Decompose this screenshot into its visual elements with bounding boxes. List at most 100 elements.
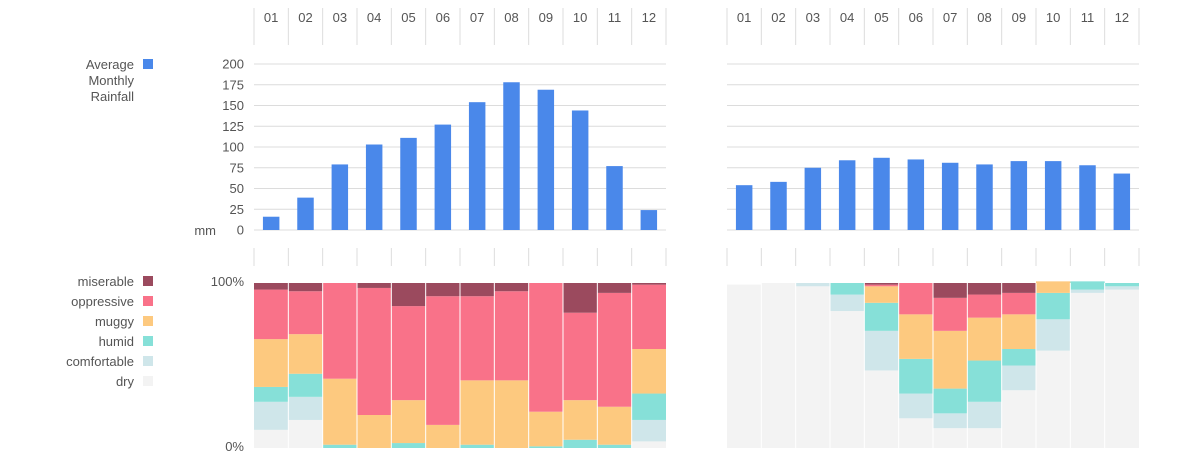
left-comfort-miserable-segment bbox=[254, 283, 289, 290]
right-comfort-comfortable-segment bbox=[933, 413, 968, 429]
left-comfort-miserable-segment bbox=[494, 283, 529, 292]
left-rain-bar bbox=[400, 137, 417, 230]
right-comfort-muggy-segment bbox=[933, 330, 968, 389]
comfort-legend-swatch-comfortable bbox=[143, 356, 153, 366]
right-comfort-comfortable-segment bbox=[795, 283, 830, 287]
right-comfort-oppressive-segment bbox=[1001, 292, 1036, 315]
left-comfort-miserable-segment bbox=[631, 283, 666, 285]
left-rain-bar bbox=[606, 166, 623, 230]
right-comfort-muggy-segment bbox=[1001, 314, 1036, 349]
comfort-legend-label: humid bbox=[99, 334, 134, 349]
right-rain-bar bbox=[1113, 173, 1131, 230]
right-comfort-comfortable-segment bbox=[1070, 289, 1105, 293]
left-comfort-oppressive-segment bbox=[391, 306, 426, 401]
left-comfort-comfortable-segment bbox=[288, 396, 323, 420]
comfort-legend-swatch-dry bbox=[143, 376, 153, 386]
comfort-legend-label: miserable bbox=[78, 274, 134, 289]
right-comfort-muggy-segment bbox=[967, 317, 1002, 361]
right-comfort-oppressive-segment bbox=[898, 283, 933, 315]
right-comfort-miserable-segment bbox=[967, 283, 1002, 295]
comfort-legend-swatch-miserable bbox=[143, 276, 153, 286]
rain-ytick-label: 150 bbox=[222, 98, 244, 113]
left-comfort-humid-segment bbox=[322, 444, 357, 448]
right-month-label: 05 bbox=[874, 10, 888, 25]
comfort-legend-label: oppressive bbox=[71, 294, 134, 309]
left-comfort-miserable-segment bbox=[597, 283, 632, 293]
right-comfort-dry-segment bbox=[864, 370, 899, 448]
left-month-label: 05 bbox=[401, 10, 415, 25]
left-rain-bar bbox=[365, 144, 383, 230]
left-comfort-muggy-segment bbox=[425, 424, 460, 448]
right-month-label: 11 bbox=[1081, 10, 1095, 25]
left-comfort-dry-segment bbox=[631, 441, 666, 448]
left-comfort-miserable-segment bbox=[357, 283, 392, 288]
right-month-label: 08 bbox=[977, 10, 991, 25]
right-comfort-humid-segment bbox=[898, 358, 933, 394]
comfort-legend-label: muggy bbox=[95, 314, 135, 329]
left-comfort-oppressive-segment bbox=[322, 283, 357, 379]
rain-ytick-label: 25 bbox=[230, 202, 244, 217]
left-comfort-muggy-segment bbox=[563, 400, 598, 440]
rain-ytick-label: 50 bbox=[230, 181, 244, 196]
left-comfort-oppressive-segment bbox=[597, 292, 632, 407]
left-comfort-miserable-segment bbox=[288, 283, 323, 292]
left-comfort-oppressive-segment bbox=[357, 287, 392, 415]
right-comfort-oppressive-segment bbox=[967, 294, 1002, 318]
right-rain-bar bbox=[907, 159, 925, 230]
left-comfort-muggy-segment bbox=[528, 411, 563, 447]
right-month-label: 06 bbox=[909, 10, 923, 25]
comfort-legend-swatch-oppressive bbox=[143, 296, 153, 306]
left-month-label: 01 bbox=[264, 10, 278, 25]
right-comfort-miserable-segment bbox=[1001, 283, 1036, 293]
comfort-legend-label: dry bbox=[116, 374, 135, 389]
right-comfort-muggy-segment bbox=[1036, 281, 1071, 293]
left-comfort-humid-segment bbox=[597, 444, 632, 448]
right-comfort-dry-segment bbox=[1001, 390, 1036, 448]
right-month-label: 07 bbox=[943, 10, 957, 25]
right-rain-bar bbox=[941, 162, 959, 230]
rain-ytick-label: 0 bbox=[237, 223, 244, 238]
left-month-label: 12 bbox=[642, 10, 656, 25]
right-comfort-comfortable-segment bbox=[864, 330, 899, 371]
left-comfort-miserable-segment bbox=[563, 283, 598, 313]
right-comfort-dry-segment bbox=[795, 286, 830, 448]
right-comfort-humid-segment bbox=[1070, 281, 1105, 290]
right-rain-bar bbox=[1079, 165, 1096, 230]
left-month-label: 03 bbox=[333, 10, 347, 25]
left-month-label: 10 bbox=[573, 10, 587, 25]
right-rain-bar bbox=[770, 181, 787, 230]
right-month-label: 10 bbox=[1046, 10, 1060, 25]
left-rain-bar bbox=[537, 89, 555, 230]
right-comfort-humid-segment bbox=[1104, 283, 1139, 287]
left-comfort-muggy-segment bbox=[288, 334, 323, 374]
right-comfort-dry-segment bbox=[967, 428, 1002, 448]
rain-ytick-label: 100 bbox=[222, 140, 244, 155]
right-month-label: 09 bbox=[1012, 10, 1026, 25]
left-month-label: 07 bbox=[470, 10, 484, 25]
right-comfort-dry-segment bbox=[761, 283, 796, 448]
left-comfort-comfortable-segment bbox=[631, 419, 666, 442]
left-comfort-muggy-segment bbox=[631, 349, 666, 394]
left-comfort-muggy-segment bbox=[254, 339, 289, 387]
left-comfort-miserable-segment bbox=[391, 283, 426, 307]
right-comfort-comfortable-segment bbox=[1001, 365, 1036, 391]
left-comfort-oppressive-segment bbox=[460, 296, 495, 381]
left-comfort-humid-segment bbox=[288, 373, 323, 397]
right-rain-bar bbox=[838, 160, 856, 230]
left-comfort-oppressive-segment bbox=[631, 284, 666, 349]
left-comfort-humid-segment bbox=[391, 443, 426, 448]
left-rain-bar bbox=[468, 102, 486, 230]
left-comfort-muggy-segment bbox=[322, 378, 357, 445]
right-comfort-dry-segment bbox=[1104, 289, 1139, 448]
left-comfort-comfortable-segment bbox=[254, 401, 289, 430]
right-month-label: 12 bbox=[1115, 10, 1129, 25]
right-month-label: 01 bbox=[737, 10, 751, 25]
rain-ytick-label: 75 bbox=[230, 160, 244, 175]
left-comfort-oppressive-segment bbox=[254, 289, 289, 340]
comfort-ybottom-label: 0% bbox=[225, 439, 244, 453]
left-month-label: 06 bbox=[436, 10, 450, 25]
right-comfort-comfortable-segment bbox=[967, 401, 1002, 429]
right-comfort-muggy-segment bbox=[898, 314, 933, 359]
